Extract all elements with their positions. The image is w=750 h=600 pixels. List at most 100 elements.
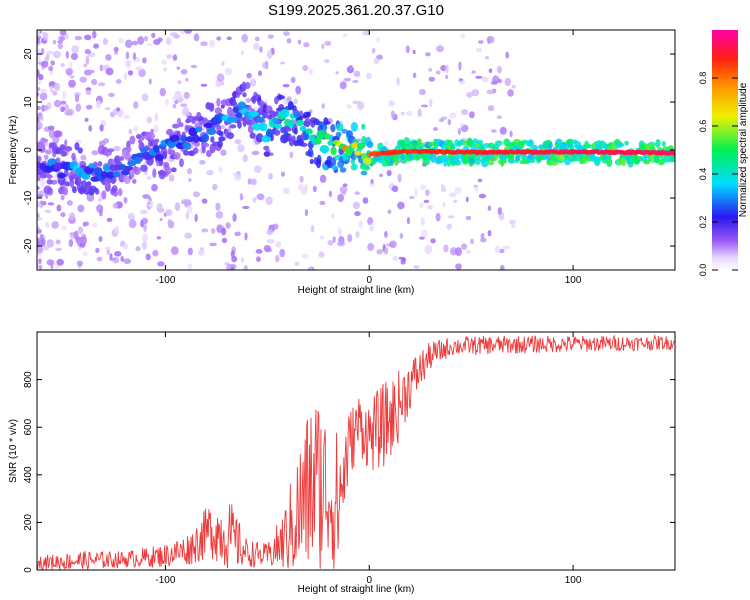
spectrogram-speckle [64,104,69,112]
spectrogram-halo [62,186,69,196]
spectrogram-speckle [42,32,49,41]
spectrogram-speckle [481,76,489,83]
spectrogram-speckle [275,254,280,263]
spectrogram-halo [133,166,141,175]
spectrogram-speckle [96,256,103,262]
snr-ytick-label: 400 [23,466,34,483]
colorbar-tick-label: 0.6 [698,120,708,133]
spectrogram-speckle [179,30,186,35]
spectrogram-speckle [172,54,178,61]
spectrogram-speckle [355,231,360,238]
spectrogram-speckle [141,241,147,250]
spectrogram-speckle [64,110,73,116]
spectrogram-halo [37,185,40,191]
spectrogram-speckle [282,187,290,195]
spectrogram-speckle [449,112,457,119]
spectrogram-halo [618,142,625,147]
spectrogram-ridge [57,172,66,179]
spectrogram-speckle [120,256,124,262]
spectrogram-speckle [74,35,83,41]
spectrogram-speckle [209,39,216,48]
spectrogram-halo [104,181,110,189]
spectrogram-halo [136,133,142,140]
snr-xlabel: Height of straight line (km) [298,584,415,595]
spectrogram-halo [72,186,77,194]
spectrogram-halo [307,148,314,158]
spectrogram-speckle [80,154,87,161]
spectrogram-speckle [105,54,112,61]
spectrogram-speckle [47,125,55,131]
spectrogram-speckle [45,221,50,229]
spectrogram-halo [237,120,242,129]
spectrogram-halo [336,123,344,132]
spectrogram-halo [216,130,224,135]
spectrogram-halo [643,159,651,165]
spectrogram-speckle [397,173,402,183]
spectrogram-speckle [216,36,222,41]
spectrogram-ridge [295,119,305,127]
spectrogram-speckle [77,204,85,213]
spectrogram-halo [117,188,123,197]
spectrogram-speckle [52,39,57,45]
spectrogram-speckle [220,124,226,130]
spectrogram-speckle [487,105,495,112]
spectrogram-ridge [330,146,337,156]
spectrogram-speckle [143,35,149,42]
spectrogram-speckle [337,194,344,202]
spectrogram-speckle [267,34,274,39]
spectrogram-speckle [114,225,119,235]
spectrogram-speckle [362,197,369,204]
spectrogram-speckle [386,170,392,177]
spectrogram-speckle [234,231,241,237]
spectrogram-speckle [511,84,516,89]
spectrogram-speckle [488,68,493,74]
spectrogram-speckle [504,77,511,87]
spectrogram-speckle [156,236,162,240]
spectrogram-halo [255,133,264,143]
spectrogram-halo [661,141,666,147]
spectrogram-ytick-label: 10 [23,96,34,108]
spectrogram-speckle [487,36,491,45]
spectrogram-speckle [70,52,78,61]
spectrogram-speckle [465,215,472,221]
spectrogram-speckle [55,247,62,252]
spectrogram-speckle [37,217,43,221]
spectrogram-speckle [224,67,233,76]
spectrogram-speckle [343,77,352,82]
spectrogram-speckle [471,70,477,74]
spectrogram-speckle [266,238,275,244]
spectrogram-speckle [38,265,43,270]
spectrogram-ridge [101,170,108,179]
spectrogram-speckle [133,101,139,109]
spectrogram-speckle [272,223,279,230]
spectrogram-ridge [255,116,265,123]
spectrogram-speckle [65,178,71,183]
spectrogram-speckle [387,209,392,214]
spectrogram-speckle [166,54,173,59]
spectrogram-speckle [85,87,92,91]
spectrogram-speckle [388,101,396,107]
spectrogram-speckle [159,87,166,97]
spectrogram-ridge [287,120,295,128]
spectrogram-speckle [265,196,273,206]
spectrogram-speckle [39,116,44,121]
spectrogram-ridge [180,135,188,144]
spectrogram-speckle [309,68,313,76]
spectrogram-halo [277,95,285,100]
spectrogram-speckle [180,103,188,107]
snr-marks [37,333,675,570]
spectrogram-speckle [319,174,327,183]
spectrogram-speckle [69,75,75,79]
spectrogram-speckle [449,192,457,198]
spectrogram-speckle [342,33,348,38]
spectrogram-speckle [132,52,137,61]
spectrogram-ytick-label: 20 [23,48,34,60]
spectrogram-speckle [259,46,263,53]
spectrogram-speckle [412,72,417,79]
spectrogram-speckle [406,217,410,225]
spectrogram-halo [46,179,53,185]
spectrogram-speckle [294,261,300,267]
spectrogram-speckle [247,178,252,185]
spectrogram-speckle [240,50,244,55]
spectrogram-speckle [391,185,399,193]
